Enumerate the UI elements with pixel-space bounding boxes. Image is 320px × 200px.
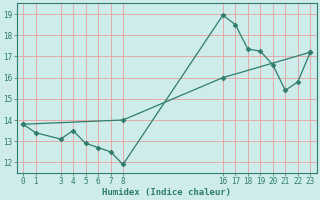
X-axis label: Humidex (Indice chaleur): Humidex (Indice chaleur) <box>102 188 231 197</box>
